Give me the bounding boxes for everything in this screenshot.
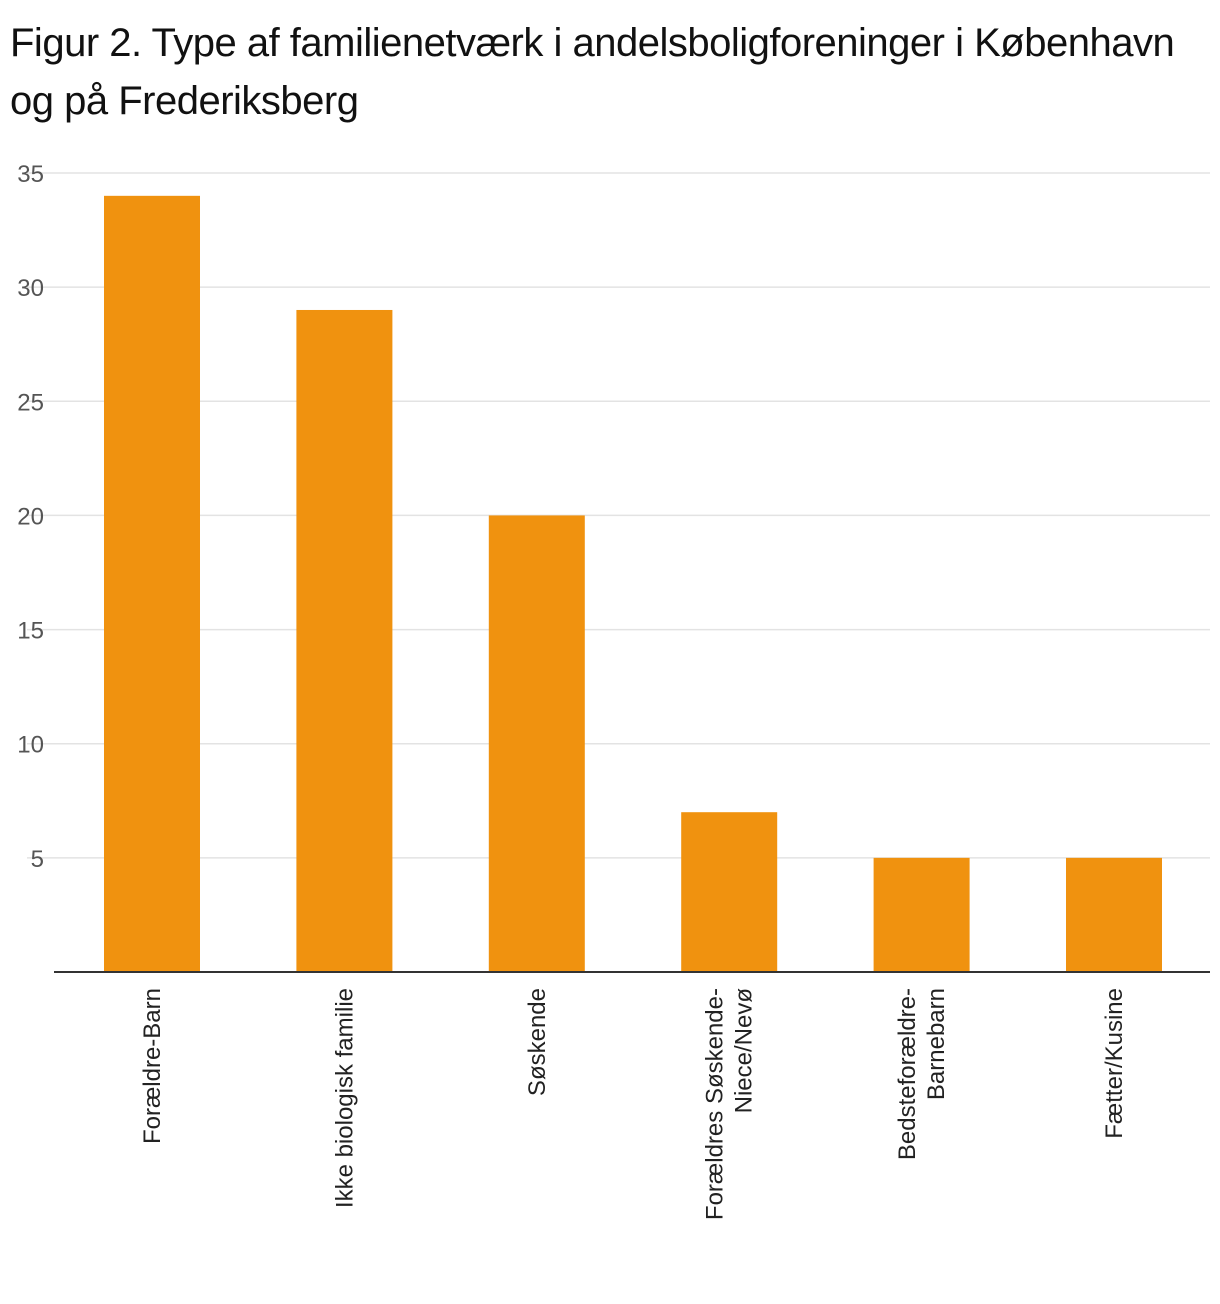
y-tick-label-5: 5 [31, 846, 44, 873]
y-tick-label-30: 30 [17, 275, 44, 302]
category-label-4-line-2: Niece/Nevø [731, 988, 758, 1114]
bar-5 [873, 857, 970, 972]
y-tick-label-35: 35 [17, 161, 44, 188]
category-label-5-line-1: Bedsteforældre- [894, 988, 921, 1160]
category-label-5: Bedsteforældre- Barnebarn [894, 988, 950, 1160]
bar-4 [681, 812, 778, 972]
category-label-2-line-1: Ikke biologisk familie [331, 988, 358, 1208]
category-label-6-line-1: Fætter/Kusine [1101, 988, 1128, 1139]
category-label-3: Søskende [524, 988, 551, 1096]
category-label-1-line-1: Forældre-Barn [139, 988, 166, 1144]
category-label-1: Forældre-Barn [139, 988, 166, 1144]
bar-1 [104, 195, 200, 973]
chart-title: Figur 2. Type af familienetværk i andels… [10, 21, 1175, 123]
y-tick-label-25: 25 [17, 389, 44, 416]
y-axis-tick-labels: 5 10 15 20 25 30 35 [17, 161, 44, 873]
x-axis-category-labels: Forældre-Barn Ikke biologisk familie Søske… [139, 988, 1128, 1220]
bar-6 [1066, 857, 1162, 972]
y-tick-label-15: 15 [17, 618, 44, 645]
bar-2 [296, 309, 393, 972]
y-tick-label-20: 20 [17, 503, 44, 530]
category-label-4-line-1: Forældres Søskende- [702, 988, 729, 1220]
category-label-2: Ikke biologisk familie [331, 988, 358, 1208]
category-label-4: Forældres Søskende- Niece/Nevø [702, 988, 758, 1220]
gridlines [27, 172, 1210, 859]
bar-3 [488, 515, 585, 972]
category-label-5-line-2: Barnebarn [923, 988, 950, 1100]
bars [104, 195, 1162, 973]
category-label-3-line-1: Søskende [524, 988, 551, 1096]
y-tick-label-10: 10 [17, 732, 44, 759]
category-label-6: Fætter/Kusine [1101, 988, 1128, 1139]
